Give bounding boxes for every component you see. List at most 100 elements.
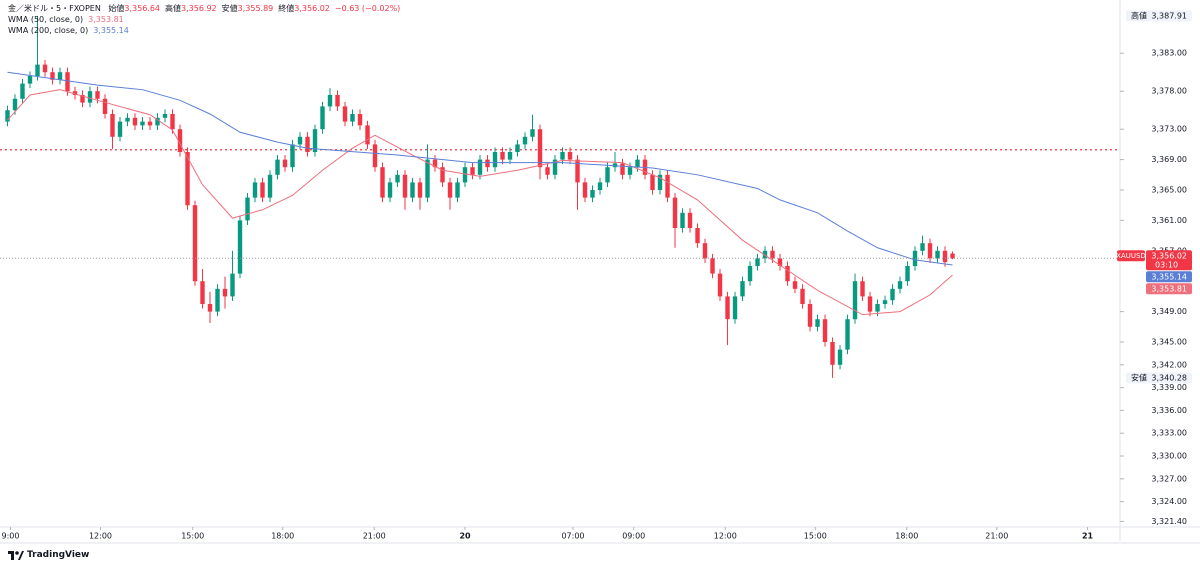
candle-body <box>920 243 925 251</box>
candle-body <box>357 114 363 126</box>
candle-body <box>845 319 850 350</box>
candle-body <box>320 106 325 130</box>
candle-body <box>147 121 153 126</box>
candle-body <box>507 152 513 160</box>
candle-body <box>290 144 295 168</box>
candle-body <box>402 174 408 198</box>
candle-body <box>125 117 130 122</box>
ohlc-tag: 終値 <box>278 4 295 13</box>
x-tick-label: 21 <box>1082 532 1094 541</box>
x-tick-label: 21:00 <box>363 532 386 541</box>
legend-name: WMA (50, close, 0) <box>8 15 84 24</box>
symbol-badge <box>1117 250 1145 262</box>
y-tick-label: 3,345.00 <box>1151 338 1187 347</box>
ohlc-tag: 始値 <box>108 4 125 13</box>
footer: TradingView <box>8 550 89 560</box>
candle-body <box>620 163 625 175</box>
candle-body <box>87 91 93 103</box>
x-tick-label: 12:00 <box>89 532 112 541</box>
candle-body <box>117 121 123 137</box>
candle-body <box>702 243 708 259</box>
x-tick-label: 20 <box>459 532 471 541</box>
candle-body <box>867 296 873 312</box>
candle-body <box>237 220 243 274</box>
candle-body <box>777 258 783 267</box>
candle-body <box>935 250 940 259</box>
candle-body <box>755 258 760 267</box>
extreme-tag: 高値 <box>1131 10 1147 20</box>
y-tick-label: 3,339.00 <box>1151 383 1187 392</box>
price-badge-label: 3,355.14 <box>1151 272 1187 281</box>
candle-body <box>942 250 948 263</box>
y-tick-label: 3,365.00 <box>1151 186 1187 195</box>
y-tick-label: 3,324.00 <box>1151 497 1187 506</box>
candle-body <box>762 250 768 259</box>
extreme-badge <box>1126 372 1192 384</box>
ohlc-value: 3,355.89 <box>237 4 274 13</box>
legend-name: WMA (200, close, 0) <box>8 26 89 35</box>
candle-body <box>905 266 910 282</box>
candle-body <box>635 159 640 168</box>
candle-body <box>192 205 198 282</box>
candle-body <box>200 281 205 305</box>
y-tick-label: 3,330.00 <box>1151 452 1187 461</box>
price-badge <box>1146 271 1192 283</box>
logo-text: TradingView <box>27 550 90 560</box>
candle-body <box>732 296 738 320</box>
legend-value: 3,353.81 <box>88 15 124 24</box>
logo-icon <box>8 550 24 560</box>
candle-body <box>462 167 468 183</box>
x-tick-label: 09:00 <box>622 532 645 541</box>
candle-body <box>110 114 115 137</box>
candle-body <box>515 144 520 153</box>
candle-body <box>807 304 813 327</box>
candle-body <box>155 117 160 126</box>
x-tick-label: 12:00 <box>714 532 737 541</box>
candle-body <box>695 228 700 244</box>
candle-body <box>230 273 235 297</box>
candle-body <box>42 64 48 73</box>
candle-body <box>440 167 445 183</box>
y-tick-label: 3,342.00 <box>1151 360 1187 369</box>
candle-body <box>657 174 663 191</box>
candle-body <box>567 152 573 160</box>
candle-body <box>485 159 490 168</box>
legend-value: 3,355.14 <box>93 26 129 35</box>
candle-body <box>252 182 258 198</box>
candle-body <box>890 288 895 301</box>
candle-body <box>882 300 888 305</box>
candle-body <box>552 159 558 175</box>
candle-body <box>477 159 483 175</box>
legend: 金／米ドル・5・FXOPEN 始値3,356.64 高値3,356.92 安値3,3… <box>8 3 400 36</box>
candle-body <box>50 72 55 80</box>
candle-body <box>342 106 348 122</box>
extreme-tag: 安値 <box>1131 372 1147 382</box>
candle-body <box>132 117 138 126</box>
candle-body <box>447 182 453 198</box>
candle-body <box>875 304 880 312</box>
candle-body <box>582 182 588 198</box>
candle-body <box>222 288 228 297</box>
candle-body <box>177 129 183 153</box>
candle-body <box>275 159 280 175</box>
plot <box>0 15 1120 378</box>
price-badge <box>1146 283 1192 295</box>
candle-body <box>72 91 78 96</box>
candle-body <box>95 91 100 99</box>
candle-body <box>500 152 505 160</box>
candle-body <box>605 167 610 183</box>
candle-body <box>207 304 213 312</box>
candle-body <box>575 159 580 183</box>
moving-average-line <box>7 89 953 316</box>
y-tick-label: 3,369.00 <box>1151 155 1187 164</box>
y-tick-label: 3,349.00 <box>1151 307 1187 316</box>
candle-body <box>852 281 858 320</box>
y-tick-label: 3,373.00 <box>1151 125 1187 134</box>
candle-body <box>455 182 460 198</box>
x-tick-label: 18:00 <box>895 532 918 541</box>
candle-body <box>305 136 310 153</box>
candle-body <box>372 144 378 168</box>
candle-body <box>687 212 693 229</box>
candle-body <box>20 83 25 99</box>
